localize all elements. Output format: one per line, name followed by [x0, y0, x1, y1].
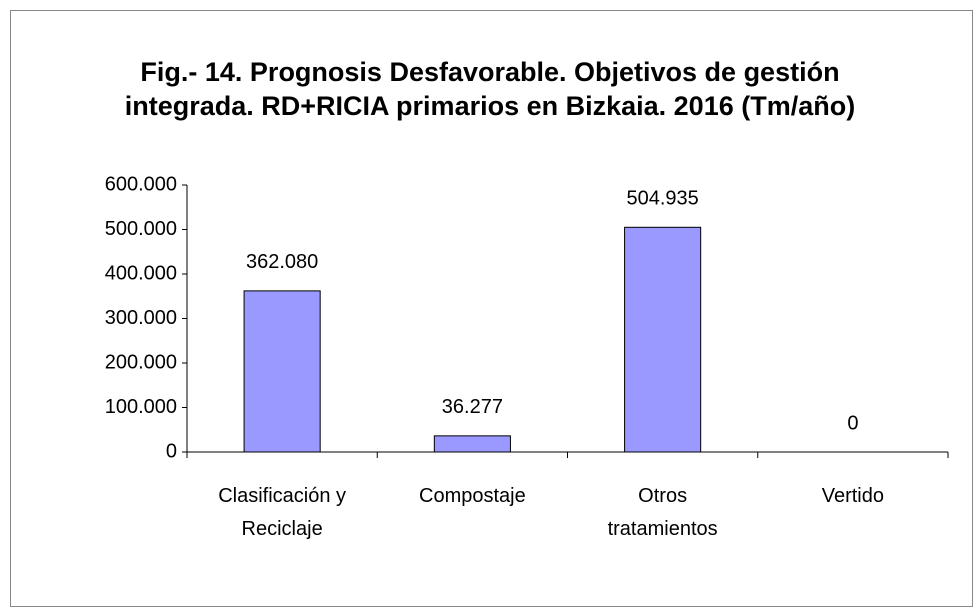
y-tick-label: 300.000 [105, 307, 177, 329]
data-label: 36.277 [442, 396, 503, 418]
y-tick-label: 400.000 [105, 262, 177, 284]
data-label: 362.080 [246, 251, 318, 273]
x-tick-label: Compostaje [419, 485, 526, 507]
data-label: 0 [847, 412, 858, 434]
y-tick-label: 100.000 [105, 396, 177, 418]
chart-title: Fig.- 14. Prognosis Desfavorable. Objeti… [124, 57, 856, 121]
data-label: 504.935 [626, 188, 698, 210]
bar [624, 226, 702, 453]
y-tick-label: 600.000 [105, 173, 177, 195]
chart-border [10, 10, 973, 607]
y-tick-label: 0 [166, 440, 177, 462]
x-tick-label: Otros tratamientos [607, 485, 718, 540]
bar [433, 435, 511, 453]
x-tick-label: Clasificación y Reciclaje [218, 485, 347, 540]
x-tick-label: Vertido [821, 485, 884, 507]
y-tick-label: 200.000 [105, 351, 177, 373]
y-tick-label: 500.000 [105, 218, 177, 240]
bar [243, 290, 321, 453]
